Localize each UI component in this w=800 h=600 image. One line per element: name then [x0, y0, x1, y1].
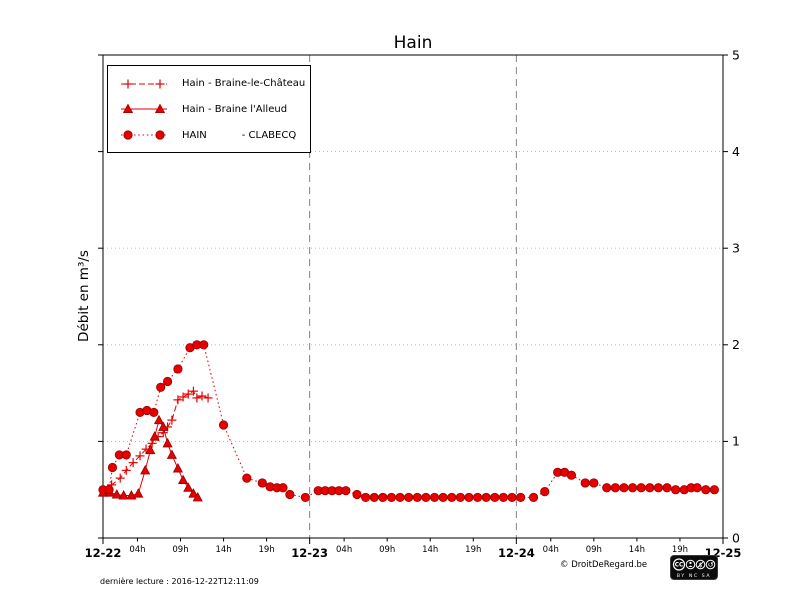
svg-text:$: $: [699, 562, 703, 569]
legend-item-braine-l-alleud: Hain - Braine l'Alleud: [118, 101, 310, 117]
last-reading-text: dernière lecture : 2016-12-22T12:11:09: [100, 577, 259, 586]
svg-text:2: 2: [732, 337, 740, 352]
legend-item-braine-le-chateau: Hain - Braine-le-Château: [118, 76, 310, 92]
svg-text:04h: 04h: [129, 545, 145, 555]
svg-text:1: 1: [732, 434, 740, 449]
svg-text:14h: 14h: [215, 545, 231, 555]
svg-text:CC: CC: [675, 563, 684, 569]
legend-label: Hain - Braine-le-Château: [182, 78, 306, 90]
svg-text:5: 5: [732, 47, 740, 62]
svg-text:19h: 19h: [259, 545, 275, 555]
svg-text:3: 3: [732, 241, 740, 256]
attribution-icon: [685, 559, 696, 570]
legend-item-clabecq: HAIN - CLABECQ: [118, 127, 310, 143]
svg-text:04h: 04h: [336, 545, 352, 555]
triangle-marker-icon: [121, 104, 167, 114]
svg-text:09h: 09h: [379, 545, 395, 555]
y-axis-label: Débit en m³/s: [76, 250, 92, 342]
share-alike-icon: ↺: [705, 559, 716, 570]
svg-text:19h: 19h: [672, 545, 688, 555]
cc-logo-icon: CC: [672, 558, 686, 571]
svg-text:04h: 04h: [543, 545, 559, 555]
svg-text:14h: 14h: [629, 545, 645, 555]
svg-text:0: 0: [732, 530, 740, 545]
legend-label: HAIN - CLABECQ: [182, 129, 297, 141]
svg-text:09h: 09h: [172, 545, 188, 555]
svg-text:09h: 09h: [586, 545, 602, 555]
plus-marker-icon: [121, 79, 167, 89]
footnote: dernière lecture : 2016-12-22T12:11:09 d…: [100, 557, 259, 600]
copyright-text: © DroitDeRegard.be: [560, 560, 648, 570]
svg-text:19h: 19h: [465, 545, 481, 555]
svg-text:4: 4: [732, 144, 740, 159]
cc-terms-text: BY NC SA: [677, 573, 711, 579]
svg-text:12-24: 12-24: [498, 546, 535, 560]
non-commercial-icon: $: [695, 559, 706, 570]
legend-label: Hain - Braine l'Alleud: [182, 103, 288, 115]
svg-text:12-23: 12-23: [291, 546, 328, 560]
circle-marker-icon: [121, 130, 167, 140]
svg-text:14h: 14h: [422, 545, 438, 555]
svg-text:↺: ↺: [708, 561, 714, 569]
legend: Hain - Braine-le-Château Hain - Braine l…: [107, 65, 311, 153]
chart-title: Hain: [393, 33, 433, 53]
cc-license-badge[interactable]: CC $ ↺ BY NC SA: [670, 555, 718, 580]
